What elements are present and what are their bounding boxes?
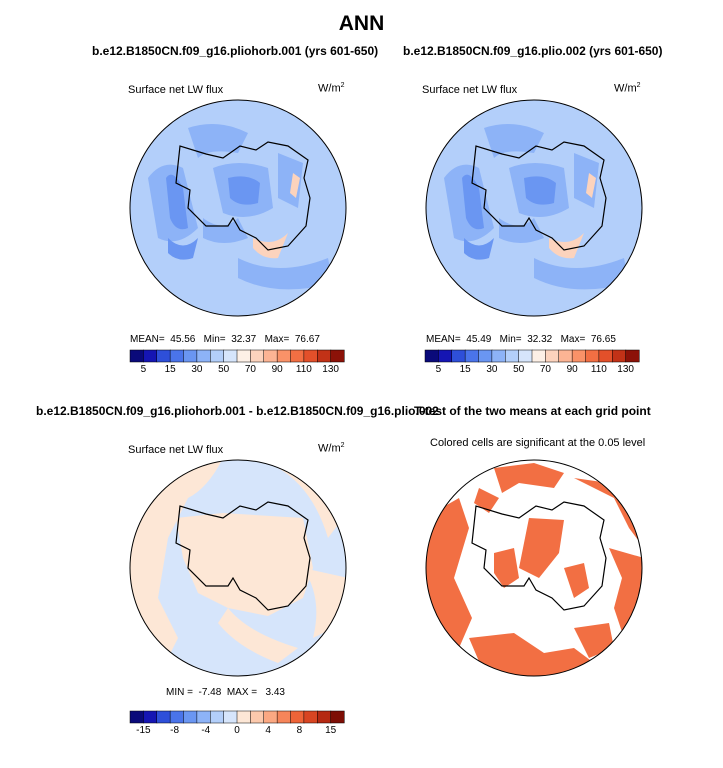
panel-top-right-title: b.e12.B1850CN.f09_g16.plio.002 (yrs 601-…: [403, 44, 663, 58]
colorbar-swatch: [183, 710, 198, 724]
colorbar-swatch: [210, 710, 225, 724]
colorbar-swatch: [169, 710, 185, 724]
panel-top-right-stats: MEAN= 45.49 Min= 32.32 Max= 76.65: [426, 334, 616, 345]
panel-top-left-stats: MEAN= 45.56 Min= 32.37 Max= 76.67: [130, 334, 320, 345]
colorbar-tick-label: 90: [271, 364, 283, 375]
colorbar-top-right-ticks: 5 15 30 50 70 90 110 130: [425, 364, 639, 378]
colorbar-swatch: [129, 710, 144, 724]
colorbar-tick-label: 4: [265, 725, 271, 736]
colorbar-tick-label: 30: [486, 364, 498, 375]
colorbar-swatch: [129, 349, 144, 363]
colorbar-top-left: [129, 349, 345, 363]
panel-bottom-left-variable: Surface net LW flux: [128, 444, 224, 456]
colorbar-swatch: [585, 349, 600, 363]
colorbar-swatch: [196, 349, 211, 363]
map-bottom-left: [129, 459, 347, 677]
map-top-right: [425, 99, 643, 317]
colorbar-swatch: [518, 349, 533, 363]
colorbar-swatch: [303, 349, 318, 363]
panel-bottom-left-stats: MIN = -7.48 MAX = 3.43: [166, 687, 285, 698]
colorbar-swatch: [196, 710, 211, 724]
colorbar-swatch: [612, 349, 627, 363]
colorbar-swatch: [236, 710, 251, 724]
colorbar-swatch: [223, 349, 238, 363]
colorbar-swatch: [263, 349, 278, 363]
colorbar-swatch: [330, 710, 345, 724]
main-title: ANN: [338, 12, 385, 35]
colorbar-tick-label: 0: [234, 725, 240, 736]
colorbar-swatch: [478, 349, 493, 363]
colorbar-swatch: [223, 710, 238, 724]
colorbar-swatch: [290, 710, 305, 724]
colorbar-swatch: [276, 710, 292, 724]
colorbar-swatch: [438, 349, 453, 363]
colorbar-tick-label: 5: [435, 364, 442, 375]
panel-bottom-right-subtitle: Colored cells are significant at the 0.0…: [430, 437, 646, 449]
colorbar-swatch: [143, 710, 158, 724]
panel-top-left-units: W/m2: [318, 82, 345, 95]
panel-top-right-units: W/m2: [614, 82, 641, 95]
map-top-left: [129, 99, 347, 317]
colorbar-swatch: [545, 349, 560, 363]
colorbar-swatch: [156, 710, 171, 724]
colorbar-tick-label: 30: [191, 364, 203, 375]
panel-top-left-variable: Surface net LW flux: [128, 84, 224, 96]
panel-top-right-variable: Surface net LW flux: [422, 84, 518, 96]
colorbar-swatch: [169, 349, 185, 363]
map-bottom-right: [425, 459, 643, 677]
colorbar-swatch: [451, 349, 466, 363]
colorbar-swatch: [250, 349, 265, 363]
colorbar-swatch: [143, 349, 158, 363]
colorbar-tick-label: 90: [566, 364, 578, 375]
colorbar-swatch: [156, 349, 171, 363]
colorbar-tick-label: 8: [296, 725, 303, 736]
colorbar-tick-label: 15: [325, 725, 337, 736]
colorbar-swatch: [464, 349, 480, 363]
colorbar-tick-label: 70: [539, 364, 551, 375]
panel-bottom-left-title: b.e12.B1850CN.f09_g16.pliohorb.001 - b.e…: [36, 404, 439, 418]
colorbar-swatch: [210, 349, 225, 363]
colorbar-swatch: [276, 349, 292, 363]
colorbar-tick-label: 5: [140, 364, 147, 375]
colorbar-swatch: [303, 710, 318, 724]
colorbar-swatch: [424, 349, 439, 363]
colorbar-swatch: [317, 710, 332, 724]
panel-bottom-right-title: T-test of the two means at each grid poi…: [414, 404, 651, 418]
colorbar-tick-label: 50: [218, 364, 230, 375]
colorbar-tick-label: 70: [244, 364, 256, 375]
colorbar-tick-label: 130: [322, 364, 339, 375]
colorbar-swatch: [558, 349, 573, 363]
colorbar-swatch: [505, 349, 520, 363]
panel-bottom-left-units: W/m2: [318, 442, 345, 455]
colorbar-tick-label: 110: [590, 364, 607, 375]
colorbar-swatch: [491, 349, 506, 363]
colorbar-tick-label: -4: [201, 725, 211, 736]
colorbar-tick-label: -15: [136, 725, 151, 736]
colorbar-swatch: [625, 349, 640, 363]
colorbar-top-right: [424, 349, 640, 363]
colorbar-swatch: [598, 349, 613, 363]
colorbar-swatch: [571, 349, 587, 363]
colorbar-top-left-ticks: 5 15 30 50 70 90 110 130: [130, 364, 344, 378]
colorbar-tick-label: 15: [164, 364, 176, 375]
colorbar-swatch: [531, 349, 546, 363]
colorbar-swatch: [236, 349, 251, 363]
colorbar-swatch: [290, 349, 305, 363]
colorbar-swatch: [183, 349, 198, 363]
colorbar-tick-label: 130: [617, 364, 634, 375]
colorbar-bottom-left-ticks: -15 -8 -4 0 4 8 15: [130, 725, 344, 739]
colorbar-bottom-left: [129, 710, 345, 724]
colorbar-tick-label: 50: [513, 364, 525, 375]
colorbar-swatch: [317, 349, 332, 363]
colorbar-tick-label: -8: [170, 725, 180, 736]
colorbar-swatch: [263, 710, 278, 724]
colorbar-tick-label: 15: [459, 364, 471, 375]
colorbar-swatch: [330, 349, 345, 363]
colorbar-tick-label: 110: [295, 364, 312, 375]
panel-top-left-title: b.e12.B1850CN.f09_g16.pliohorb.001 (yrs …: [92, 44, 379, 58]
colorbar-swatch: [250, 710, 265, 724]
